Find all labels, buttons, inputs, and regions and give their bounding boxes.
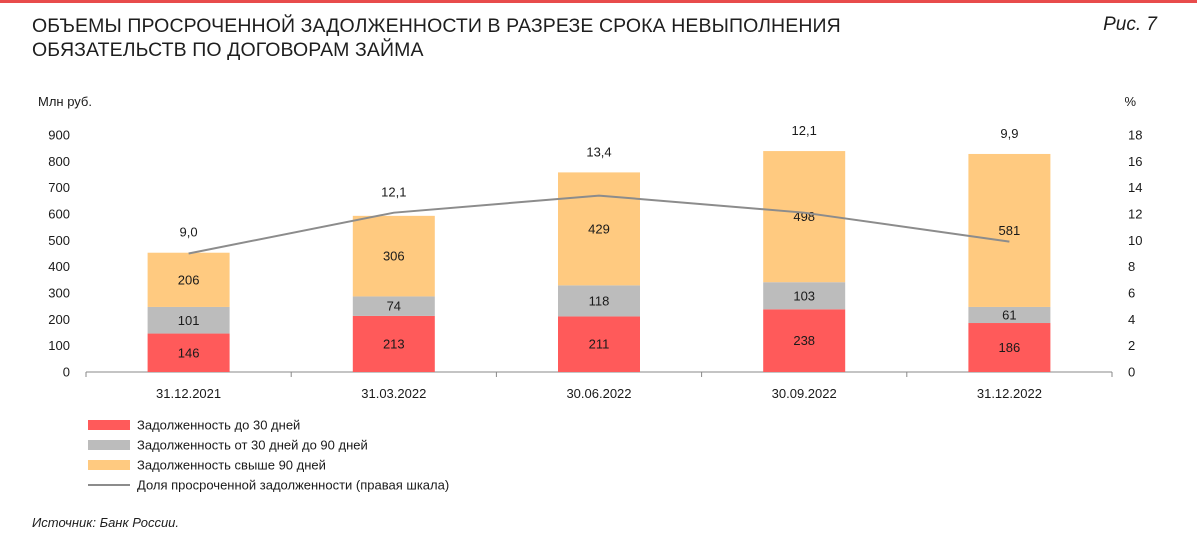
legend-label: Задолженность свыше 90 дней — [137, 458, 326, 473]
bar-value-label: 118 — [589, 293, 610, 308]
bar-value-label: 61 — [1002, 307, 1016, 322]
bar-segment — [558, 316, 640, 372]
y-tick-label: 700 — [48, 180, 70, 195]
bar-value-label: 186 — [999, 340, 1021, 355]
y-tick-label: 900 — [48, 128, 70, 143]
bar-value-label: 581 — [999, 223, 1021, 238]
bar-segment — [352, 315, 435, 372]
share-line — [188, 194, 1010, 255]
share-line-group: 9,0 12,1 13,4 12,1 9,9 — [180, 123, 1018, 255]
bar-value-label: 306 — [383, 249, 405, 264]
chart-title: Объемы просроченной задолженности в разр… — [32, 15, 841, 61]
y-tick-label: 400 — [48, 259, 70, 274]
line-value-label: 9,0 — [180, 225, 198, 240]
bar-value-label: 238 — [793, 333, 815, 348]
x-tick-label: 30.06.2022 — [566, 386, 631, 401]
line-value-label: 13,4 — [586, 144, 611, 159]
bars: 1461012062137430621111842923810349818661… — [147, 151, 1051, 372]
line-value-label: 12,1 — [792, 123, 817, 138]
bar-segment — [147, 306, 230, 334]
bar-segment — [968, 323, 1051, 372]
bar-segment — [968, 306, 1051, 324]
legend-label: Задолженность до 30 дней — [137, 418, 300, 433]
y2-tick-label: 2 — [1128, 338, 1135, 353]
y2-tick-label: 16 — [1128, 154, 1142, 169]
line-value-label: 12,1 — [381, 185, 406, 200]
bar-value-label: 429 — [588, 221, 610, 236]
bar-segment — [352, 215, 435, 297]
y2-tick-label: 12 — [1128, 207, 1142, 222]
y-tick-label: 800 — [48, 154, 70, 169]
figure-label: Рис. 7 — [1103, 14, 1157, 35]
legend-label: Доля просроченной задолженности (правая … — [137, 478, 449, 493]
bar-value-label: 211 — [589, 337, 610, 352]
axes: Млн руб. % 0 100 200 300 400 500 600 700 800 900 0 2 4… — [38, 94, 1142, 401]
bar-segment — [352, 296, 435, 316]
y2-tick-label: 8 — [1128, 259, 1135, 274]
y-tick-label: 600 — [48, 207, 70, 222]
legend: Задолженность до 30 дней Задолженность от… — [88, 418, 449, 493]
source-note: Источник: Банк России. — [32, 515, 180, 530]
line-value-label: 9,9 — [1000, 126, 1018, 141]
bar-value-label: 74 — [387, 299, 401, 314]
legend-swatch — [88, 460, 130, 470]
x-tick-label: 31.03.2022 — [361, 386, 426, 401]
bar-segment — [763, 282, 846, 310]
legend-label: Задолженность от 30 дней до 90 дней — [137, 438, 368, 453]
x-tick-label: 31.12.2021 — [156, 386, 221, 401]
y2-tick-label: 14 — [1128, 180, 1142, 195]
bar-value-label: 146 — [178, 345, 200, 360]
top-rule — [0, 0, 1197, 3]
x-tick-label: 31.12.2022 — [977, 386, 1042, 401]
bar-value-label: 103 — [793, 288, 815, 303]
y2-tick-label: 6 — [1128, 286, 1135, 301]
bar-value-label: 101 — [178, 313, 200, 328]
bar-segment — [147, 333, 230, 372]
y2-tick-label: 18 — [1128, 128, 1142, 143]
bar-value-label: 206 — [178, 272, 200, 287]
y2-tick-label: 4 — [1128, 312, 1135, 327]
y2-tick-label: 10 — [1128, 233, 1142, 248]
bar-segment — [763, 309, 846, 372]
y-tick-label: 200 — [48, 312, 70, 327]
bar-segment — [968, 153, 1051, 307]
legend-swatch — [88, 440, 130, 450]
bar-segment — [147, 252, 230, 307]
y-tick-label: 0 — [63, 365, 70, 380]
legend-swatch — [88, 420, 130, 430]
y2-axis-label: % — [1124, 94, 1136, 109]
bar-segment — [558, 172, 640, 286]
y-tick-label: 300 — [48, 286, 70, 301]
bar-value-label: 213 — [383, 336, 405, 351]
y2-tick-label: 0 — [1128, 365, 1135, 380]
y-tick-label: 500 — [48, 233, 70, 248]
x-tick-label: 30.09.2022 — [772, 386, 837, 401]
bar-segment — [558, 285, 640, 317]
y-tick-label: 100 — [48, 338, 70, 353]
y-axis-label: Млн руб. — [38, 94, 92, 109]
